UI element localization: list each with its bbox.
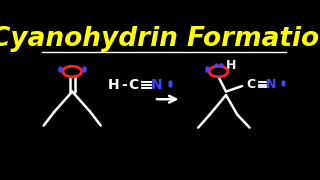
Text: N: N (266, 78, 276, 91)
Text: C: C (246, 78, 255, 91)
Text: H: H (226, 59, 237, 72)
Text: -: - (122, 78, 127, 92)
Text: N: N (151, 78, 163, 92)
Text: H: H (107, 78, 119, 92)
Text: C: C (129, 78, 139, 92)
Text: Cyanohydrin Formation: Cyanohydrin Formation (0, 26, 320, 52)
